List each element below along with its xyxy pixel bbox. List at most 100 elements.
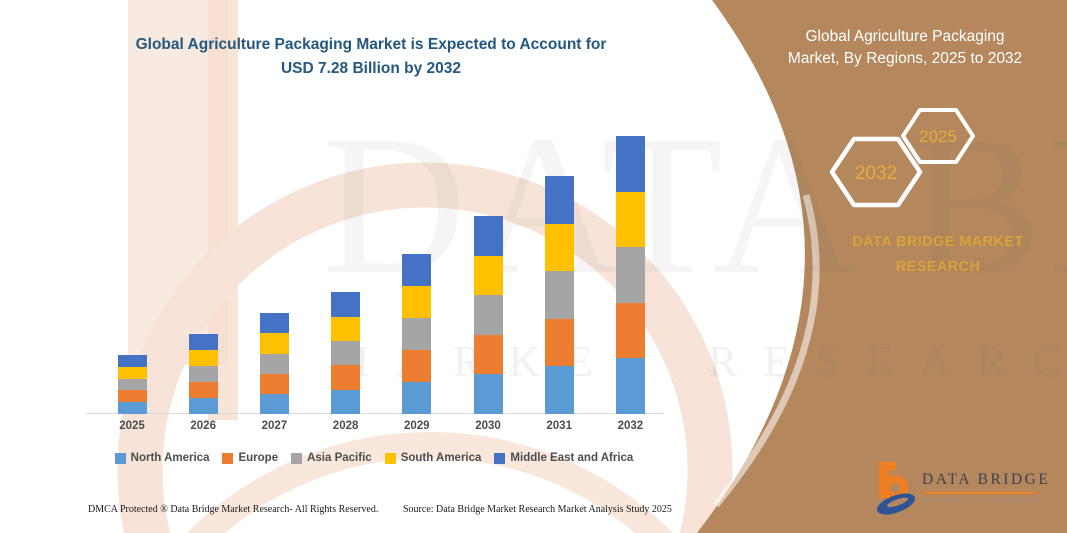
bar-segment-2027-europe	[259, 373, 289, 394]
stacked-bar-2029	[402, 254, 432, 414]
bar-segment-2029-asia-pacific	[402, 318, 432, 351]
x-tick-2025: 2025	[119, 420, 145, 432]
panel-title-line2: Market, By Regions, 2025 to 2032	[787, 50, 1023, 68]
legend-label: Asia Pacific	[307, 452, 372, 464]
bar-segment-2025-asia-pacific	[117, 378, 147, 391]
panel-edge-arc	[713, 194, 820, 508]
watermark-b-lower-arc	[187, 432, 673, 533]
bar-segment-2029-south-america	[402, 286, 432, 319]
brown-panel-shape	[697, 0, 1067, 533]
brand-caption-line1: DATA BRIDGE MARKET	[852, 234, 1024, 250]
legend-item-middle-east-and-africa: Middle East and Africa	[494, 452, 633, 464]
chart-title: Global Agriculture Packaging Market is E…	[85, 33, 657, 81]
x-tick-2028: 2028	[332, 420, 359, 432]
bar-segment-2028-middle-east-and-africa	[331, 292, 361, 317]
databridge-logo: DATA BRIDGE MARKET RESEARCH	[868, 456, 1058, 526]
legend-item-south-america: South America	[384, 452, 482, 464]
bar-segment-2031-europe	[544, 318, 574, 367]
stacked-bar-2026	[188, 334, 218, 414]
bar-segment-2029-middle-east-and-africa	[402, 254, 432, 287]
bar-segment-2028-europe	[331, 365, 361, 390]
chart-title-line2: USD 7.28 Billion by 2032	[280, 60, 462, 78]
bar-segment-2025-south-america	[117, 366, 147, 379]
databridge-b-icon	[876, 462, 916, 515]
stacked-bar-2032	[615, 136, 645, 414]
panel-title: Global Agriculture Packaging Market, By …	[757, 26, 1053, 71]
bar-segment-2025-north-america	[117, 402, 147, 414]
bar-segment-2030-middle-east-and-africa	[473, 216, 503, 256]
bar-segment-2030-europe	[473, 334, 503, 375]
bar-segment-2030-asia-pacific	[473, 295, 503, 335]
brand-caption: DATA BRIDGE MARKET RESEARCH	[795, 230, 1067, 281]
bar-segment-2026-south-america	[188, 350, 218, 367]
bar-segment-2027-north-america	[259, 393, 289, 414]
bar-segment-2025-middle-east-and-africa	[117, 355, 147, 367]
watermark-b-bowl-arc	[117, 162, 733, 533]
x-tick-2031: 2031	[546, 420, 572, 432]
stacked-bar-2030	[473, 216, 503, 414]
x-tick-2027: 2027	[261, 420, 288, 432]
bar-segment-2028-asia-pacific	[331, 340, 361, 366]
legend-swatch-icon	[494, 452, 506, 464]
bar-segment-2025-europe	[117, 390, 147, 403]
hexagon-2032	[829, 136, 923, 208]
bar-segment-2028-north-america	[331, 389, 361, 414]
legend-item-asia-pacific: Asia Pacific	[291, 452, 372, 464]
footer-dmca-text: DMCA Protected ® Data Bridge Market Rese…	[88, 504, 379, 515]
watermark-text-marketresearch: MARKET RESEARCH	[330, 337, 1067, 386]
x-tick-2030: 2030	[475, 420, 501, 432]
hexagon-2032-label: 2032	[855, 163, 897, 184]
x-tick-2026: 2026	[190, 420, 216, 432]
hexagon-2025-label: 2025	[919, 127, 957, 146]
bar-segment-2030-south-america	[473, 255, 503, 296]
chart-legend: North America Europe Asia Pacific South Ame…	[78, 452, 670, 464]
logo-tagline-text: MARKET RESEARCH	[924, 497, 1040, 504]
logo-underline	[923, 492, 1037, 494]
bar-segment-2030-north-america	[473, 374, 503, 414]
legend-swatch-icon	[291, 452, 303, 464]
legend-label: Middle East and Africa	[510, 452, 634, 464]
hexagon-2025	[901, 108, 975, 164]
legend-item-europe: Europe	[222, 452, 278, 464]
bar-segment-2026-asia-pacific	[188, 366, 218, 383]
legend-swatch-icon	[384, 452, 396, 464]
stacked-bar-2025	[117, 355, 147, 414]
bar-segment-2031-middle-east-and-africa	[544, 176, 574, 224]
bar-segment-2031-asia-pacific	[544, 271, 574, 319]
x-axis-line	[86, 413, 664, 414]
stacked-bar-2028	[331, 292, 361, 414]
legend-swatch-icon	[114, 452, 126, 464]
bar-segment-2028-south-america	[331, 316, 361, 341]
legend-label: South America	[400, 452, 482, 464]
bar-segment-2027-south-america	[259, 333, 289, 354]
bar-segment-2029-north-america	[402, 382, 432, 414]
legend-item-north-america: North America	[114, 452, 210, 464]
bar-segment-2032-north-america	[615, 358, 645, 414]
bar-segment-2032-asia-pacific	[615, 247, 645, 303]
legend-label: Europe	[238, 452, 279, 464]
bar-segment-2032-south-america	[615, 191, 645, 248]
x-tick-2029: 2029	[404, 420, 430, 432]
bar-segment-2027-asia-pacific	[259, 353, 289, 374]
panel-title-line1: Global Agriculture Packaging	[805, 28, 1005, 45]
bar-segment-2026-europe	[188, 382, 218, 399]
logo-name-text: DATA BRIDGE	[922, 471, 1051, 488]
bar-segment-2026-middle-east-and-africa	[188, 334, 218, 351]
stacked-bar-2027	[259, 313, 289, 414]
legend-swatch-icon	[222, 452, 234, 464]
bar-segment-2031-south-america	[544, 223, 574, 272]
hexagon-badges: 2032 2025	[829, 108, 975, 208]
brand-caption-line2: RESEARCH	[895, 259, 981, 276]
chart-title-line1: Global Agriculture Packaging Market is E…	[135, 36, 607, 53]
bar-segment-2029-europe	[402, 350, 432, 383]
legend-label: North America	[130, 452, 210, 464]
bar-segment-2032-middle-east-and-africa	[615, 136, 645, 192]
watermark-text-databridge: DATA BRIDGE	[322, 95, 1067, 316]
bar-segment-2027-middle-east-and-africa	[259, 313, 289, 334]
footer-source-text: Source: Data Bridge Market Research Mark…	[403, 504, 672, 515]
bar-segment-2032-europe	[615, 302, 645, 359]
x-tick-2032: 2032	[617, 420, 644, 432]
